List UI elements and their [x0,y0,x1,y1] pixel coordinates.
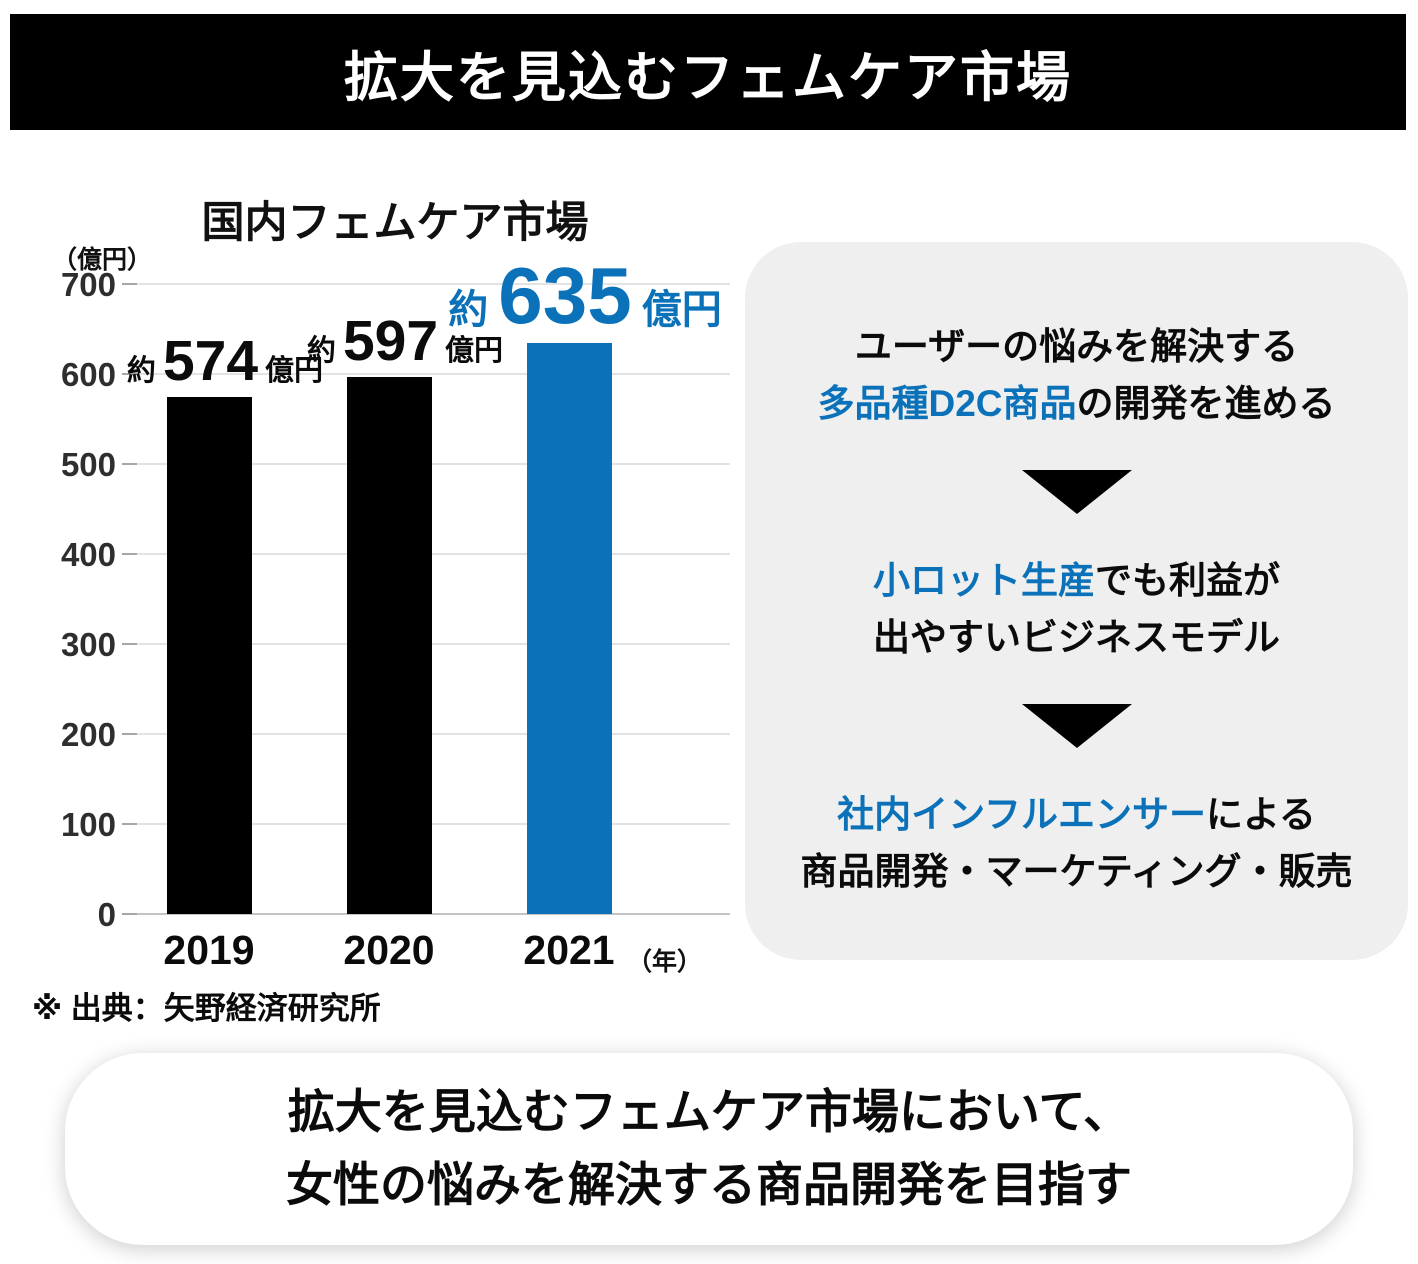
step-line: 多品種D2C商品の開発を進める [817,375,1335,432]
y-axis-tick [122,553,137,555]
step-line: 社内インフルエンサーによる [800,786,1352,843]
bar-2019 [166,397,252,914]
step-text: の開発を進める [1076,383,1336,424]
y-axis-tick [122,373,137,375]
value-suffix: 億円 [445,334,504,367]
x-axis-label-2020: 2020 [343,927,435,973]
y-axis-tick-label: 100 [60,806,116,843]
step-text: 出やすいビジネスモデル [873,617,1280,658]
y-axis-unit-label: （億円） [52,246,153,274]
y-axis-tick-label: 700 [60,266,116,303]
bar-2020 [346,376,432,914]
strategy-step-3: 社内インフルエンサーによる 商品開発・マーケティング・販売 [800,786,1352,900]
strategy-step-1: ユーザーの悩みを解決する 多品種D2C商品の開発を進める [817,318,1335,432]
bar-2021 [526,342,612,914]
y-axis-tick-label: 600 [60,356,116,393]
y-axis-tick-label: 0 [97,896,116,933]
gridline-600 [122,373,730,375]
summary-line-2: 女性の悩みを解決する商品開発を目指す [286,1158,1132,1211]
summary-line-1: 拡大を見込むフェムケア市場において、 [287,1085,1131,1139]
value-label-2020: 約 597 億円 [306,308,504,373]
step-text: 商品開発・マーケティング・販売 [800,851,1353,892]
y-axis-tick [122,283,137,285]
x-axis-label-2019: 2019 [163,927,255,973]
step-text-highlight: 小ロット生産 [873,560,1095,601]
y-axis-tick-label: 300 [60,626,116,663]
value-prefix: 約 [306,334,336,367]
gridline-0 [122,913,730,915]
step-line: ユーザーの悩みを解決する [817,318,1335,375]
step-line: 出やすいビジネスモデル [873,609,1280,666]
step-text: でも利益が [1095,560,1280,601]
value-number: 597 [342,308,439,373]
summary-box: 拡大を見込むフェムケア市場において、 女性の悩みを解決する商品開発を目指す [65,1053,1353,1245]
y-axis-tick-label: 500 [60,446,116,483]
y-axis-tick-label: 400 [60,536,116,573]
value-prefix: 約 [126,355,156,388]
value-label-2019: 約 574 億円 [127,333,323,390]
y-axis-tick [122,463,137,465]
value-suffix: 億円 [265,355,324,388]
gridline-700 [122,283,730,285]
value-prefix: 約 [448,287,489,332]
step-text-highlight: 多品種D2C商品 [817,383,1077,424]
down-arrow-icon [1021,470,1132,514]
y-axis-tick [122,913,137,915]
step-text-highlight: 社内インフルエンサー [837,794,1206,835]
y-axis-tick [122,643,137,645]
header-banner: 拡大を見込むフェムケア市場 [10,14,1406,130]
x-axis-label-2021: 2021 [523,927,615,973]
value-number: 574 [162,329,259,394]
y-axis-tick [122,823,137,825]
value-label-2021: 約 635 億円 [448,250,722,340]
step-line: 小ロット生産でも利益が [873,552,1280,609]
page-title: 拡大を見込むフェムケア市場 [344,47,1072,108]
value-suffix: 億円 [641,287,722,332]
chart-title: 国内フェムケア市場 [201,199,589,247]
x-axis-unit-label: （年） [627,948,703,976]
value-number: 635 [498,250,632,340]
y-axis-tick-label: 200 [60,716,116,753]
step-text: ユーザーの悩みを解決する [854,326,1299,367]
down-arrow-icon [1021,704,1132,748]
step-text: による [1205,794,1316,835]
step-line: 商品開発・マーケティング・販売 [800,843,1352,900]
y-axis-tick [122,733,137,735]
strategy-step-2: 小ロット生産でも利益が 出やすいビジネスモデル [873,552,1280,666]
source-note: ※ 出典：矢野経済研究所 [32,991,381,1026]
strategy-panel: ユーザーの悩みを解決する 多品種D2C商品の開発を進める 小ロット生産でも利益が… [745,242,1408,960]
